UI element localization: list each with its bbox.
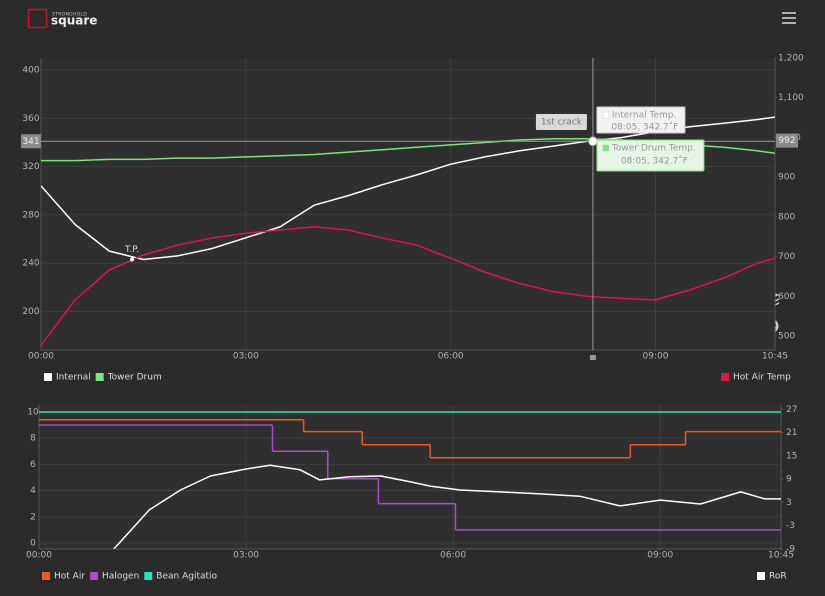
annotation-box bbox=[535, 114, 587, 130]
y-tick-label: 4 bbox=[30, 486, 36, 496]
x-tick-label: 03:00 bbox=[233, 352, 259, 362]
legend-swatch bbox=[90, 572, 99, 580]
tooltip-text: 08:05, 342.7˚F bbox=[611, 122, 678, 133]
annotation-dot bbox=[130, 257, 135, 262]
y2-tick-label: -3 bbox=[786, 521, 795, 531]
cursor-y-label: 341 bbox=[22, 137, 39, 147]
menu-button[interactable] bbox=[780, 10, 798, 26]
cursor-y2-label: 992 bbox=[778, 136, 795, 146]
y2-tick-label: 700 bbox=[778, 252, 795, 262]
legend-swatch bbox=[757, 572, 765, 580]
logo-mark bbox=[27, 8, 48, 29]
legend-label: RoR bbox=[769, 572, 787, 582]
y2-tick-label: 800 bbox=[778, 212, 795, 222]
y-tick-label: 320 bbox=[22, 162, 39, 172]
tooltip bbox=[596, 139, 705, 172]
plot-area bbox=[39, 405, 781, 549]
y2-tick-label: 9 bbox=[786, 475, 792, 485]
cursor-y2-box bbox=[776, 133, 798, 148]
series-line bbox=[113, 464, 781, 549]
y-tick-label: 280 bbox=[22, 210, 39, 220]
cursor-y-box bbox=[21, 134, 41, 149]
series-line bbox=[41, 226, 775, 346]
tooltip-title: Internal Temp. bbox=[612, 111, 676, 121]
y-tick-label: 240 bbox=[22, 259, 39, 269]
y-tick-label: 6 bbox=[30, 460, 36, 470]
y-tick-label: 400 bbox=[22, 66, 39, 76]
tooltip bbox=[596, 106, 686, 134]
legend-swatch bbox=[44, 373, 52, 381]
legend-swatch bbox=[144, 572, 153, 580]
y2-tick-label: 500 bbox=[778, 332, 795, 342]
legend-label: Hot Air bbox=[54, 572, 85, 582]
annotation-label: 1st crack bbox=[541, 118, 583, 128]
y-tick-label: 8 bbox=[30, 434, 36, 444]
y2-tick-label: 3 bbox=[786, 498, 792, 508]
y-tick-label: 0 bbox=[30, 538, 36, 548]
x-tick-label: 03:00 bbox=[233, 551, 259, 561]
y2-tick-label: 600 bbox=[778, 292, 795, 302]
y2-tick-label: -9 bbox=[786, 545, 795, 555]
y2-tick-label: 900 bbox=[778, 173, 795, 183]
y-tick-label: 200 bbox=[22, 307, 39, 317]
tooltip-swatch bbox=[602, 144, 610, 152]
annotation-label: T.P. bbox=[124, 245, 139, 255]
x-tick-label: 10:45 bbox=[762, 352, 788, 362]
y2-tick-label: 15 bbox=[786, 451, 797, 461]
legend-swatch bbox=[721, 373, 729, 381]
tooltip-title: Tower Drum Temp. bbox=[611, 144, 696, 154]
x-tick-label: 10:45 bbox=[768, 551, 794, 561]
y-tick-label: 360 bbox=[22, 114, 39, 124]
tooltip-swatch bbox=[602, 111, 610, 119]
x-tick-label: 00:00 bbox=[28, 352, 54, 362]
legend-swatch bbox=[42, 572, 50, 580]
legend-label: Bean Agitatio bbox=[156, 572, 217, 582]
plot-area bbox=[41, 58, 775, 350]
series-group bbox=[39, 411, 781, 549]
legend-label: Hot Air Temp bbox=[733, 373, 791, 383]
y-tick-label: 2 bbox=[30, 512, 36, 522]
logo-brand: STRONGHOLD bbox=[52, 12, 87, 18]
x-tick-label: 09:00 bbox=[647, 551, 673, 561]
cursor-dot bbox=[587, 136, 598, 147]
y2-tick-label: 27 bbox=[786, 405, 797, 415]
legend-label: Tower Drum bbox=[107, 373, 162, 383]
x-tick-label: 06:00 bbox=[440, 551, 466, 561]
tooltip-text: 08:05, 342.7˚F bbox=[621, 156, 688, 167]
y2-tick-label: 1,200 bbox=[778, 54, 804, 64]
legend-label: Halogen bbox=[102, 572, 139, 582]
logo-product: square bbox=[51, 14, 97, 28]
legend-label: Internal bbox=[56, 373, 91, 383]
x-tick-label: 00:00 bbox=[26, 551, 52, 561]
cursor-x-handle bbox=[589, 355, 596, 360]
y2-tick-label: 21 bbox=[786, 428, 797, 438]
y2-tick-label: 1,100 bbox=[778, 93, 804, 103]
legend-swatch bbox=[95, 373, 104, 381]
x-tick-label: 09:00 bbox=[643, 352, 669, 362]
x-tick-label: 06:00 bbox=[438, 352, 464, 362]
y-tick-label: 10 bbox=[27, 407, 39, 417]
